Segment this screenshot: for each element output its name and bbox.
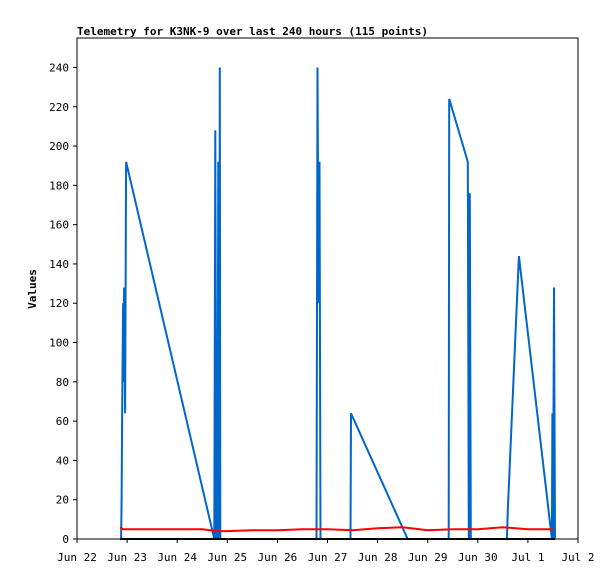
y-tick-label: 140 [49,258,69,271]
y-tick-label: 120 [49,297,69,310]
y-tick-label: 60 [56,415,69,428]
y-tick-label: 220 [49,101,69,114]
y-tick-label: 200 [49,140,69,153]
y-tick-label: 40 [56,454,69,467]
x-tick-label: Jun 26 [258,551,298,564]
x-tick-label: Jun 27 [308,551,348,564]
y-tick-label: 160 [49,219,69,232]
series-line-0 [120,67,556,540]
x-tick-label: Jul 1 [511,551,544,564]
x-tick-label: Jun 23 [107,551,147,564]
chart-title: Telemetry for K3NK-9 over last 240 hours… [77,25,428,38]
plot-frame [76,37,579,540]
x-tick-label: Jun 28 [358,551,398,564]
x-tick-label: Jun 25 [207,551,247,564]
x-axis: Jun 22 Jun 23 Jun 24 Jun 25 Jun 26 Jun 27 Jun … [57,539,595,564]
y-tick-label: 100 [49,337,69,350]
y-tick-label: 0 [62,533,69,546]
series-layer [119,67,556,540]
x-tick-label: Jul 2 [561,551,594,564]
x-tick-label: Jun 29 [408,551,448,564]
x-tick-label: Jun 30 [458,551,498,564]
y-axis: 0 20 40 60 80 100 120 140 160 180 200 220 240 [49,61,77,546]
y-tick-label: 80 [56,376,69,389]
x-tick-label: Jun 22 [57,551,97,564]
y-tick-label: 240 [49,61,69,74]
series-line-1 [119,526,553,533]
y-axis-label: Values [26,269,39,309]
x-tick-label: Jun 24 [157,551,197,564]
y-tick-label: 20 [56,494,69,507]
y-tick-label: 180 [49,179,69,192]
